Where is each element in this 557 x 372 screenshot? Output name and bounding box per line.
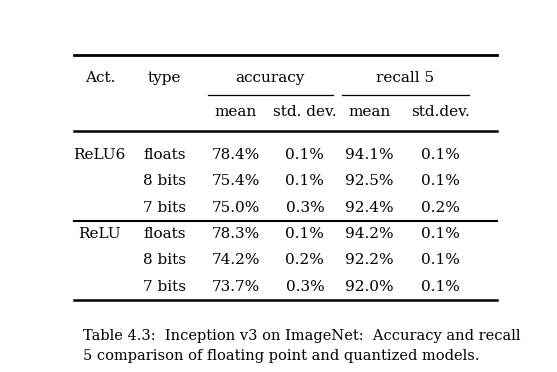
Text: recall 5: recall 5 — [376, 71, 434, 84]
Text: 92.4%: 92.4% — [345, 201, 394, 215]
Text: 0.1%: 0.1% — [285, 174, 324, 188]
Text: std.dev.: std.dev. — [412, 105, 470, 119]
Text: 92.2%: 92.2% — [345, 253, 394, 267]
Text: 73.7%: 73.7% — [212, 280, 260, 294]
Text: 74.2%: 74.2% — [212, 253, 260, 267]
Text: 8 bits: 8 bits — [143, 174, 186, 188]
Text: mean: mean — [349, 105, 391, 119]
Text: 0.2%: 0.2% — [422, 201, 460, 215]
Text: 0.3%: 0.3% — [286, 201, 324, 215]
Text: 75.0%: 75.0% — [212, 201, 260, 215]
Text: 78.3%: 78.3% — [212, 227, 260, 241]
Text: std. dev.: std. dev. — [273, 105, 336, 119]
Text: 0.2%: 0.2% — [285, 253, 324, 267]
Text: 78.4%: 78.4% — [212, 148, 260, 162]
Text: 94.1%: 94.1% — [345, 148, 394, 162]
Text: 0.1%: 0.1% — [285, 227, 324, 241]
Text: floats: floats — [143, 227, 186, 241]
Text: mean: mean — [214, 105, 257, 119]
Text: Act.: Act. — [85, 71, 115, 84]
Text: 7 bits: 7 bits — [143, 280, 186, 294]
Text: 0.1%: 0.1% — [422, 227, 460, 241]
Text: floats: floats — [143, 148, 186, 162]
Text: 0.1%: 0.1% — [285, 148, 324, 162]
Text: 0.1%: 0.1% — [422, 174, 460, 188]
Text: ReLU: ReLU — [79, 227, 121, 241]
Text: ReLU6: ReLU6 — [74, 148, 126, 162]
Text: 75.4%: 75.4% — [212, 174, 260, 188]
Text: 0.1%: 0.1% — [422, 253, 460, 267]
Text: accuracy: accuracy — [236, 71, 305, 84]
Text: type: type — [148, 71, 182, 84]
Text: Table 4.3:  Inception v3 on ImageNet:  Accuracy and recall
5 comparison of float: Table 4.3: Inception v3 on ImageNet: Acc… — [82, 328, 520, 363]
Text: 8 bits: 8 bits — [143, 253, 186, 267]
Text: 0.3%: 0.3% — [286, 280, 324, 294]
Text: 0.1%: 0.1% — [422, 148, 460, 162]
Text: 92.0%: 92.0% — [345, 280, 394, 294]
Text: 94.2%: 94.2% — [345, 227, 394, 241]
Text: 92.5%: 92.5% — [345, 174, 394, 188]
Text: 7 bits: 7 bits — [143, 201, 186, 215]
Text: 0.1%: 0.1% — [422, 280, 460, 294]
